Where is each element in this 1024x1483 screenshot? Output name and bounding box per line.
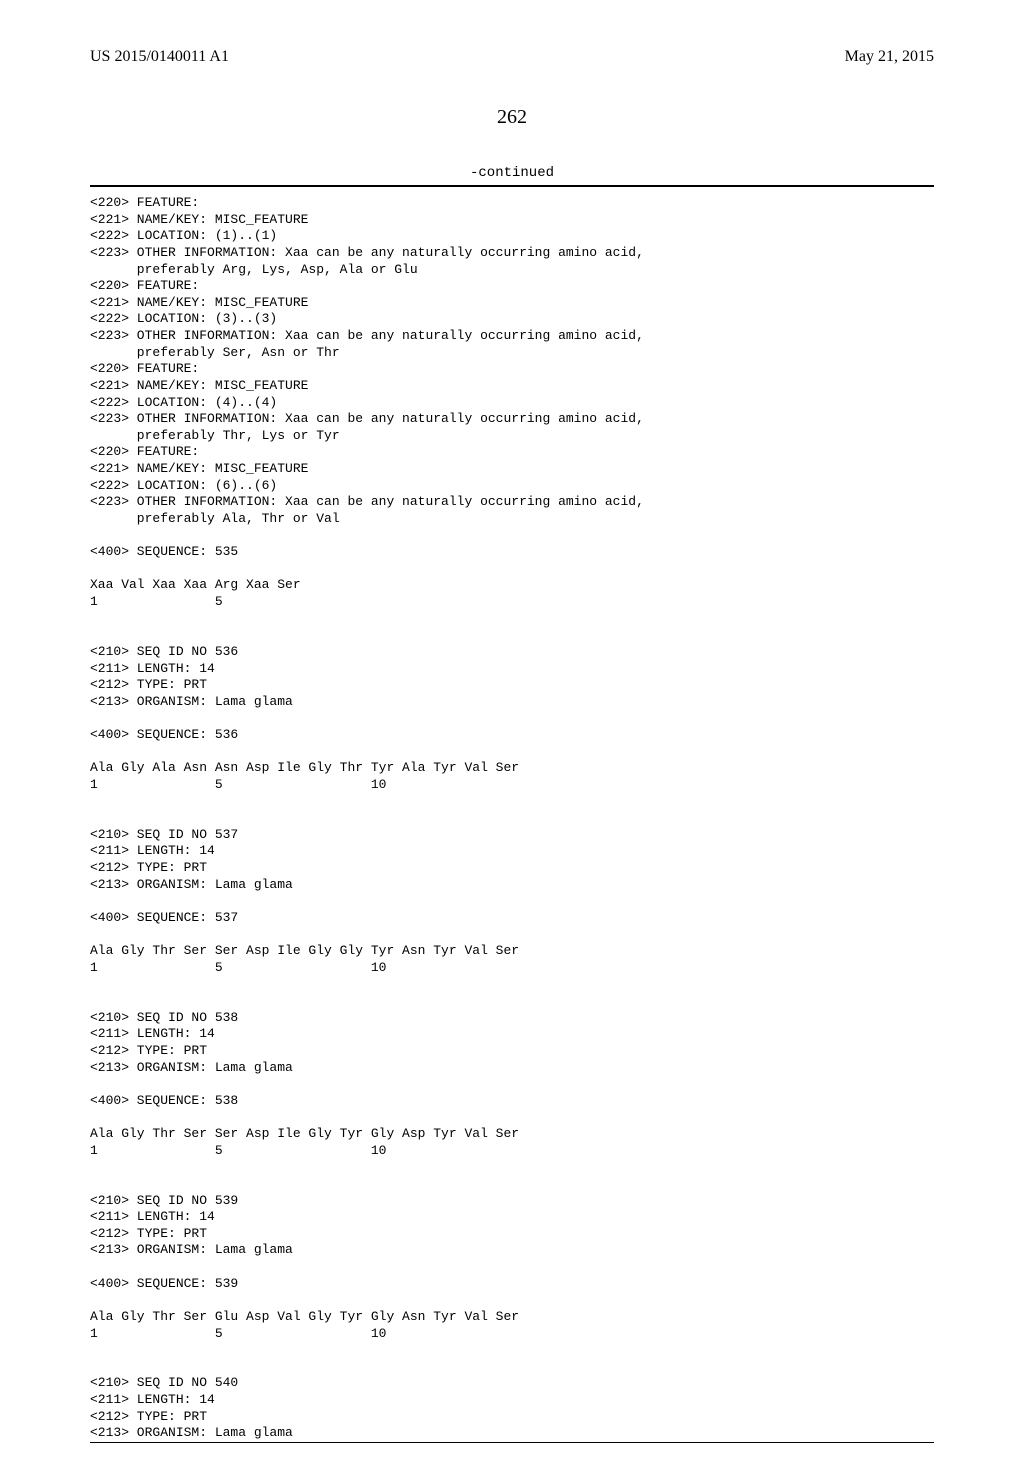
publication-date: May 21, 2015 xyxy=(845,48,934,66)
top-rule xyxy=(90,185,934,187)
sequence-listing: <220> FEATURE: <221> NAME/KEY: MISC_FEAT… xyxy=(90,195,934,1442)
continued-label: -continued xyxy=(90,165,934,181)
patent-page: US 2015/0140011 A1 May 21, 2015 262 -con… xyxy=(0,0,1024,1483)
publication-id: US 2015/0140011 A1 xyxy=(90,48,229,66)
page-header: US 2015/0140011 A1 May 21, 2015 xyxy=(90,48,934,66)
page-number: 262 xyxy=(90,106,934,129)
bottom-rule xyxy=(90,1442,934,1443)
